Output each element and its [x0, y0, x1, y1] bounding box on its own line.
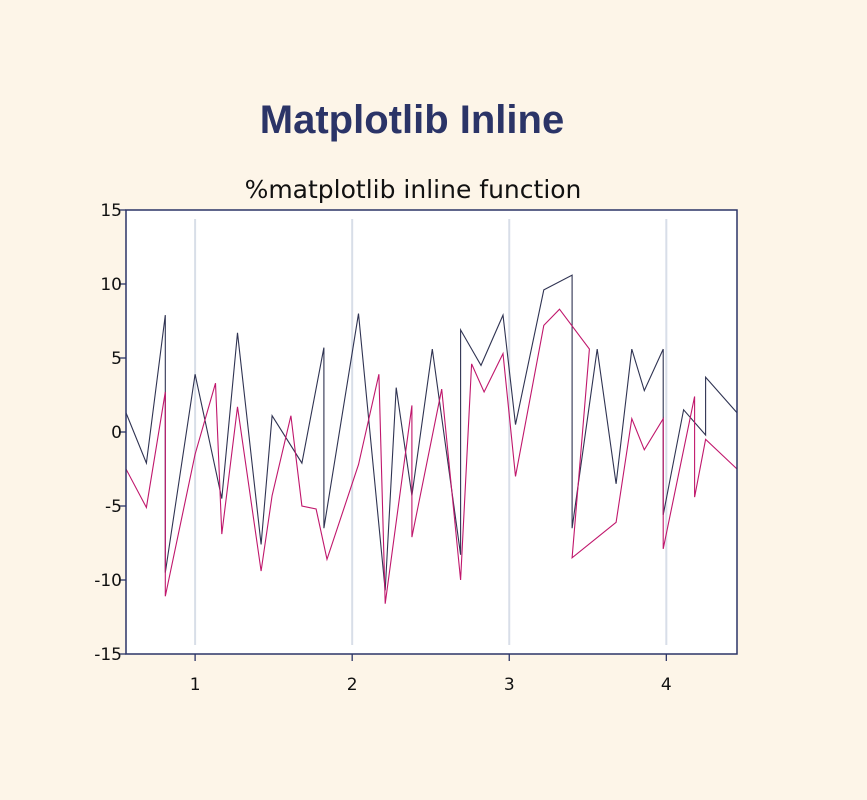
y-tick-label: -5: [105, 497, 122, 517]
grid-layer: [194, 219, 668, 645]
y-tick-label: 5: [111, 349, 122, 369]
x-tick-label: 2: [347, 675, 358, 695]
x-axis: 1 2 3 4: [190, 654, 672, 695]
x-tick-label: 4: [661, 675, 672, 695]
y-tick-label: -15: [94, 645, 122, 665]
x-tick-label: 1: [190, 675, 201, 695]
page-title: Matplotlib Inline: [259, 98, 565, 142]
y-tick-label: -10: [94, 571, 122, 591]
series-2-line: [125, 308, 738, 604]
y-tick-label: 10: [100, 275, 122, 295]
chart-title: %matplotlib inline function: [245, 175, 582, 204]
series-1-line: [125, 274, 738, 591]
y-tick-label: 15: [100, 201, 122, 221]
x-tick-label: 3: [504, 675, 515, 695]
series-layer: [125, 274, 738, 604]
y-axis: 15 10 5 0 -5 -10 -15: [94, 201, 126, 665]
y-tick-label: 0: [111, 423, 122, 443]
